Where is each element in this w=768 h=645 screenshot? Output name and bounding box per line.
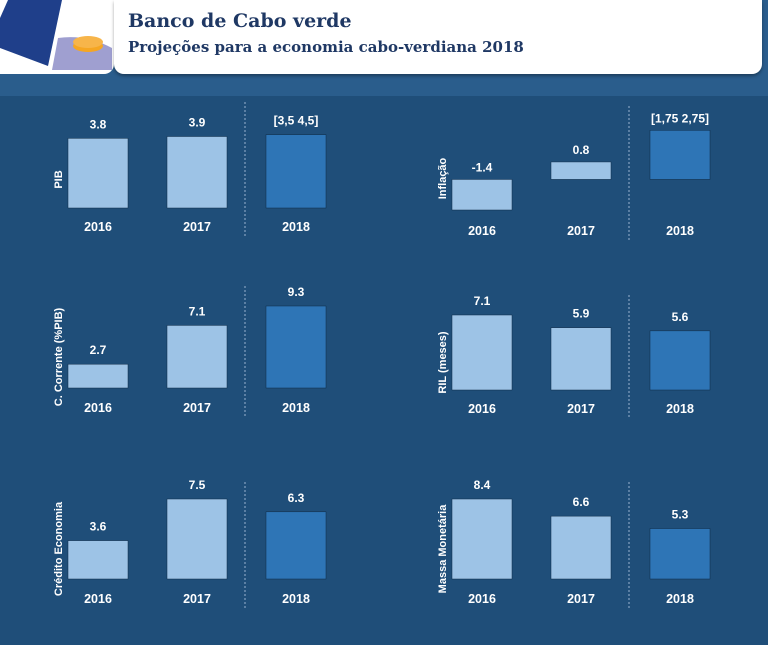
data-label: 3.9 xyxy=(189,116,206,130)
x-tick-label: 2016 xyxy=(84,220,112,234)
page-title: Banco de Cabo verde xyxy=(128,10,352,32)
data-label: 8.4 xyxy=(474,478,491,492)
x-tick-label: 2018 xyxy=(282,592,310,606)
data-label: [1,75 2,75] xyxy=(651,111,709,125)
y-axis-label: PIB xyxy=(53,170,65,188)
bar xyxy=(550,515,612,580)
x-tick-label: 2018 xyxy=(282,220,310,234)
y-axis-label: Massa Monetária xyxy=(437,504,449,594)
x-tick-label: 2018 xyxy=(666,402,694,416)
bar xyxy=(166,136,228,209)
y-axis-label: RIL (meses) xyxy=(437,331,449,393)
logo-graphic xyxy=(0,0,112,70)
data-label: 0.8 xyxy=(573,143,590,157)
bank-logo xyxy=(0,0,114,74)
bar xyxy=(265,511,327,580)
x-tick-label: 2018 xyxy=(666,224,694,238)
bar xyxy=(67,138,129,209)
bar xyxy=(166,498,228,580)
y-axis-label: Inflação xyxy=(437,157,449,199)
data-label: 7.1 xyxy=(189,304,206,318)
data-label: -1.4 xyxy=(472,160,493,174)
data-label: 3.8 xyxy=(90,117,107,131)
bar xyxy=(649,130,711,180)
data-label: 6.3 xyxy=(288,491,305,505)
header: Banco de Cabo verde Projeções para a eco… xyxy=(114,0,762,74)
bar xyxy=(451,314,513,391)
x-tick-label: 2017 xyxy=(567,402,595,416)
x-tick-label: 2016 xyxy=(468,224,496,238)
x-tick-label: 2017 xyxy=(183,220,211,234)
page-subtitle: Projeções para a economia cabo-verdiana … xyxy=(128,38,524,56)
x-tick-label: 2017 xyxy=(183,401,211,415)
data-label: 5.3 xyxy=(672,508,689,522)
bar xyxy=(265,305,327,389)
data-label: 2.7 xyxy=(90,343,107,357)
x-tick-label: 2017 xyxy=(183,592,211,606)
x-tick-label: 2016 xyxy=(84,592,112,606)
data-label: 7.5 xyxy=(189,478,206,492)
x-tick-label: 2018 xyxy=(282,401,310,415)
x-tick-label: 2016 xyxy=(468,592,496,606)
data-label: 9.3 xyxy=(288,285,305,299)
data-label: 3.6 xyxy=(90,520,107,534)
bar xyxy=(67,363,129,389)
data-label: 7.1 xyxy=(474,294,491,308)
bar xyxy=(649,330,711,391)
bar xyxy=(649,528,711,580)
bar xyxy=(265,134,327,209)
bar xyxy=(451,179,513,211)
bar xyxy=(67,540,129,580)
x-tick-label: 2017 xyxy=(567,224,595,238)
data-label: 6.6 xyxy=(573,495,590,509)
data-label: 5.6 xyxy=(672,310,689,324)
bar xyxy=(550,327,612,391)
x-tick-label: 2016 xyxy=(84,401,112,415)
bar xyxy=(451,498,513,580)
y-axis-label: C. Corrente (%PIB) xyxy=(53,307,65,406)
x-tick-label: 2018 xyxy=(666,592,694,606)
data-label: 5.9 xyxy=(573,307,590,321)
data-label: [3,5 4,5] xyxy=(274,114,319,128)
y-axis-label: Crédito Economia xyxy=(53,501,65,596)
x-tick-label: 2016 xyxy=(468,402,496,416)
bar xyxy=(550,161,612,180)
x-tick-label: 2017 xyxy=(567,592,595,606)
bar xyxy=(166,325,228,389)
